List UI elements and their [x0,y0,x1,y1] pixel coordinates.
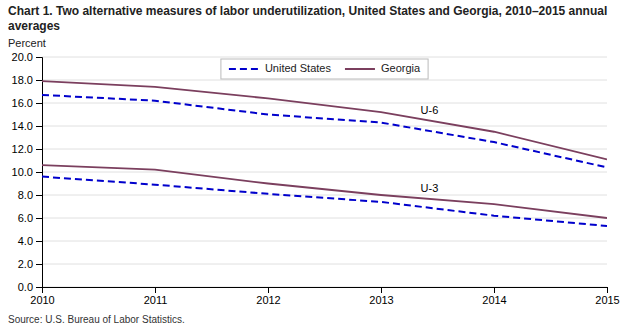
grid-line [42,195,607,196]
y-axis-line [36,58,43,288]
x-axis-line [43,288,608,294]
y-tick-mark [36,195,42,196]
y-tick-label: 6.0 [18,212,33,224]
y-tick: 20.0 [12,51,42,63]
y-tick: 6.0 [18,212,42,224]
x-tick-label: 2012 [256,294,280,306]
y-tick-mark [36,287,42,288]
y-tick: 0.0 [18,281,42,293]
y-tick-label: 16.0 [12,97,33,109]
x-tick-mark [381,287,382,293]
y-axis: 0.0 2.0 4.0 6.0 8.0 10.0 12.0 14.0 16.0 18.0 20.0 [12,51,43,293]
x-axis: 2010 2011 2012 2013 2014 2015 [30,287,619,306]
legend-swatch [229,68,259,70]
title: Chart 1. Two alternative measures of lab… [8,4,607,33]
x-tick: 2015 [595,287,619,306]
tspan: Chart 1. Two alternative measures of lab… [8,4,607,18]
y-tick-mark [36,241,42,242]
y-tick: 12.0 [12,143,42,155]
y-tick-label: 10.0 [12,166,33,178]
y-tick-label: 8.0 [18,189,33,201]
legend-item: United States [229,62,332,74]
y-tick-label: 20.0 [12,51,33,63]
x-tick: 2014 [482,287,506,306]
grid-line [42,103,607,104]
y-tick-mark [36,172,42,173]
y-tick: 2.0 [18,258,42,270]
grid-line [42,264,607,265]
x-tick-label: 2013 [369,294,393,306]
x-tick: 2010 [30,287,54,306]
line [42,177,607,226]
tspan: averages [8,19,60,33]
y-tick-mark [36,218,42,219]
line [42,165,607,218]
grid-line [42,57,607,58]
annotations: U-6 U-3 [421,104,439,194]
grid-line [42,126,607,127]
x-tick-mark [268,287,269,293]
legend-label: United States [265,62,332,74]
y-tick: 10.0 [12,166,42,178]
legend-swatch [345,68,375,70]
y-tick-mark [36,126,42,127]
y-axis-title: Percent [8,37,46,49]
y-tick-label: 18.0 [12,74,33,86]
grid-line [42,241,607,242]
y-tick: 18.0 [12,74,42,86]
legend-label: Georgia [381,62,421,74]
y-tick-mark [36,149,42,150]
y-tick: 4.0 [18,235,42,247]
legend: United States Georgia [221,59,428,79]
y-tick-label: 2.0 [18,258,33,270]
grid-line [42,218,607,219]
y-tick-label: 4.0 [18,235,33,247]
y-tick-label: 12.0 [12,143,33,155]
annotation: U-6 [421,104,439,116]
source: Source: U.S. Bureau of Labor Statistics. [8,314,185,325]
grid-line [42,80,607,81]
y-tick: 16.0 [12,97,42,109]
y-tick-label: 0.0 [18,281,33,293]
legend-box [221,59,428,79]
x-tick-label: 2010 [30,294,54,306]
grid [42,57,607,287]
x-tick-mark [607,287,608,293]
y-tick-label: 14.0 [12,120,33,132]
x-tick: 2011 [144,287,168,306]
annotation: U-3 [421,182,439,194]
x-tick-mark [494,287,495,293]
plot-lines [42,81,607,226]
x-tick-label: 2014 [482,294,506,306]
chart: Chart 1. Two alternative measures of lab… [0,0,629,329]
y-tick: 14.0 [12,120,42,132]
y-tick: 8.0 [18,189,42,201]
x-tick-label: 2015 [595,294,619,306]
y-tick-mark [36,264,42,265]
y-tick-mark [36,80,42,81]
x-tick-label: 2011 [144,294,168,306]
grid-line [42,172,607,173]
legend-item: Georgia [345,62,421,74]
y-tick-mark [36,103,42,104]
x-tick-mark [155,287,156,293]
x-tick: 2012 [256,287,280,306]
y-tick-mark [36,57,42,58]
x-tick: 2013 [369,287,393,306]
line [42,81,607,159]
